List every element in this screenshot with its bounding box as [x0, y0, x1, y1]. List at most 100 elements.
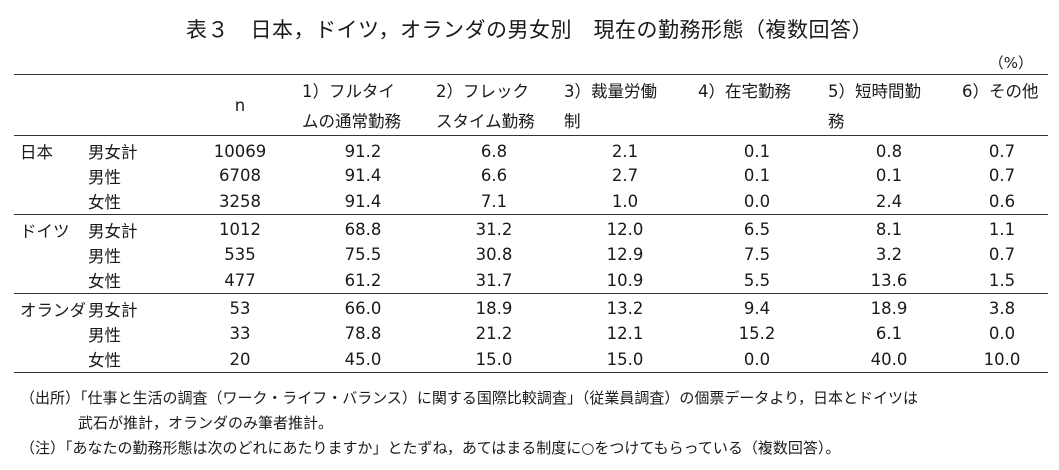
cell-v6: 0.7: [988, 245, 1016, 265]
country-label: 日本: [20, 143, 53, 162]
table-row: 男性 6708 91.4 6.6 2.7 0.1 0.1 0.7: [14, 163, 1048, 189]
table-row: 女性 3258 91.4 7.1 1.0 0.0 2.4 0.6: [14, 188, 1048, 215]
cell-n: 1012: [219, 220, 261, 240]
cell-v6: 0.7: [988, 166, 1016, 186]
cell-v5: 2.4: [822, 188, 956, 215]
header-col5-line1: 5）短時間勤: [822, 74, 956, 105]
header-col6-line2: [956, 105, 1048, 136]
cell-v5: 0.8: [875, 141, 903, 161]
cell-n: 6708: [219, 166, 261, 186]
cell-v5: 13.6: [822, 267, 956, 294]
table-header: n 1）フルタイ 2）フレック 3）裁量労働 4）在宅勤務 5）短時間勤 6）そ…: [14, 74, 1048, 136]
header-col1-line2: ムの通常勤務: [296, 105, 430, 136]
header-n: n: [184, 74, 296, 136]
cell-v1: 91.4: [296, 188, 430, 215]
cell-n: 10069: [213, 141, 267, 161]
cell-v4: 6.5: [743, 220, 771, 240]
table-row: 男性 33 78.8 21.2 12.1 15.2 6.1 0.0: [14, 321, 1048, 347]
header-col3-line1: 3）裁量労働: [558, 74, 692, 105]
source-note-line1: （出所）「仕事と生活の調査（ワーク・ライフ・バランス）に関する国際比較調査」（従…: [20, 389, 919, 407]
source-note-line2: 武石が推計，オランダのみ筆者推計。: [78, 414, 334, 432]
cell-v5: 3.2: [875, 245, 903, 265]
cell-v4: 7.5: [743, 245, 771, 265]
header-blank-sex-2: [88, 105, 184, 136]
cell-v4: 0.1: [743, 166, 771, 186]
cell-n: 3258: [184, 188, 296, 215]
cell-n: 535: [224, 245, 256, 265]
table-row: 女性 477 61.2 31.7 10.9 5.5 13.6 1.5: [14, 267, 1048, 294]
cell-v6: 3.8: [988, 299, 1016, 319]
cell-v1: 68.8: [344, 220, 382, 240]
cell-v1: 66.0: [344, 299, 382, 319]
cell-v1: 78.8: [344, 324, 382, 344]
cell-v3: 10.9: [558, 267, 692, 294]
table-row: 男性 535 75.5 30.8 12.9 7.5 3.2 0.7: [14, 242, 1048, 268]
group-japan: 日本 男女計 10069 91.2 6.8 2.1 0.1 0.8 0.7 男性…: [14, 136, 1048, 215]
cell-v6: 0.7: [988, 141, 1016, 161]
cell-v2: 21.2: [475, 324, 513, 344]
cell-v3: 2.7: [611, 166, 639, 186]
country-label: ドイツ: [20, 221, 70, 241]
cell-v1: 61.2: [296, 267, 430, 294]
unit-label: （%）: [988, 54, 1033, 72]
cell-v1: 45.0: [296, 346, 430, 373]
sex-label: 男性: [88, 167, 121, 187]
cell-v2: 31.2: [475, 220, 513, 240]
cell-v6: 1.5: [956, 267, 1048, 294]
cell-v2: 6.6: [480, 166, 508, 186]
table-row: オランダ 男女計 53 66.0 18.9 13.2 9.4 18.9 3.8: [14, 293, 1048, 321]
table-row: 日本 男女計 10069 91.2 6.8 2.1 0.1 0.8 0.7: [14, 136, 1048, 164]
cell-n: 53: [229, 299, 251, 319]
cell-v6: 0.0: [988, 324, 1016, 344]
table-title: 表３ 日本，ドイツ，オランダの男女別 現在の勤務形態（複数回答）: [186, 18, 873, 42]
cell-v1: 75.5: [344, 245, 382, 265]
cell-v4: 0.1: [743, 141, 771, 161]
cell-v6: 1.1: [988, 220, 1016, 240]
header-col5-line2: 務: [822, 105, 956, 136]
header-col1-line1: 1）フルタイ: [296, 74, 430, 105]
cell-v2: 31.7: [430, 267, 558, 294]
country-label-empty: [14, 163, 88, 189]
country-label-empty: [14, 242, 88, 268]
cell-v3: 12.1: [606, 324, 644, 344]
header-col2-line2: スタイム勤務: [430, 105, 558, 136]
cell-v3: 1.0: [558, 188, 692, 215]
sex-label: 男女計: [88, 143, 138, 162]
sex-label: 女性: [88, 267, 184, 294]
cell-v3: 2.1: [611, 141, 639, 161]
header-blank-country: [14, 74, 88, 105]
cell-v4: 5.5: [692, 267, 822, 294]
cell-v1: 91.2: [344, 141, 382, 161]
table-row: 女性 20 45.0 15.0 15.0 0.0 40.0 10.0: [14, 346, 1048, 373]
country-label-empty: [14, 321, 88, 347]
cell-v2: 15.0: [430, 346, 558, 373]
cell-v2: 7.1: [430, 188, 558, 215]
cell-n: 477: [184, 267, 296, 294]
cell-v3: 15.0: [558, 346, 692, 373]
country-label-empty: [14, 267, 88, 294]
cell-n: 33: [229, 324, 251, 344]
table-row: ドイツ 男女計 1012 68.8 31.2 12.0 6.5 8.1 1.1: [14, 214, 1048, 242]
cell-v6: 10.0: [956, 346, 1048, 373]
cell-v5: 8.1: [875, 220, 903, 240]
data-table: n 1）フルタイ 2）フレック 3）裁量労働 4）在宅勤務 5）短時間勤 6）そ…: [14, 74, 1048, 373]
cell-n: 20: [184, 346, 296, 373]
header-col3-line2: 制: [558, 105, 692, 136]
group-netherlands: オランダ 男女計 53 66.0 18.9 13.2 9.4 18.9 3.8 …: [14, 293, 1048, 373]
cell-v2: 6.8: [480, 141, 508, 161]
cell-v3: 13.2: [606, 299, 644, 319]
sex-label: 女性: [88, 346, 184, 373]
sex-label: 男女計: [88, 221, 138, 241]
cell-v2: 30.8: [475, 245, 513, 265]
cell-v5: 18.9: [870, 299, 908, 319]
cell-v4: 0.0: [692, 346, 822, 373]
header-blank-sex: [88, 74, 184, 105]
cell-v5: 0.1: [875, 166, 903, 186]
header-col6-line1: 6）その他: [956, 74, 1048, 105]
sex-label: 男性: [88, 325, 121, 345]
country-label-empty: [14, 346, 88, 373]
country-label-empty: [14, 188, 88, 215]
country-label: オランダ: [20, 300, 86, 320]
cell-v6: 0.6: [956, 188, 1048, 215]
